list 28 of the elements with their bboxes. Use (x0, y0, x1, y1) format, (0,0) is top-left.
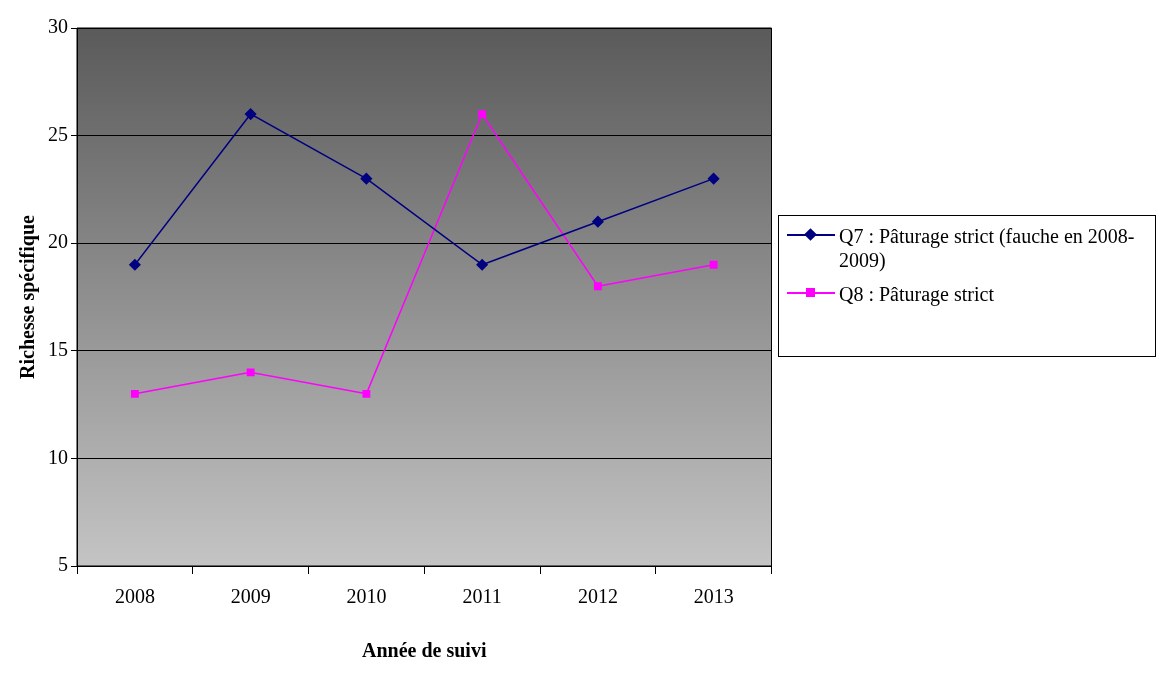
y-tick-label: 5 (58, 553, 68, 576)
y-tick-label: 20 (48, 230, 68, 253)
point (593, 282, 602, 291)
x-tick-label: 2012 (577, 585, 618, 608)
point (592, 215, 604, 228)
point (130, 389, 139, 398)
y-tick-label: 30 (48, 15, 68, 38)
x-tick-label: 2013 (693, 585, 734, 608)
point (360, 172, 373, 185)
point (244, 108, 257, 120)
x-tick-label: 2009 (230, 585, 271, 608)
y-tick-label: 10 (48, 445, 68, 468)
point (478, 110, 487, 119)
x-tick-label: 2008 (114, 585, 155, 608)
x-axis-title: Année de suivi (362, 639, 487, 662)
point (709, 260, 718, 269)
x-tick-label: 2010 (346, 585, 387, 608)
x-tick-label: 2011 (462, 585, 502, 608)
legend-label: Q7 : Pâturage strict (fauche en 2008-2009) (839, 223, 1136, 272)
y-tick-label: 25 (48, 122, 68, 145)
point (476, 258, 488, 271)
point (707, 172, 720, 185)
y-axis-title: Richesse spécifique (16, 214, 40, 379)
point (362, 389, 371, 398)
point (246, 368, 255, 377)
legend-label: Q8 : Pâturage strict (839, 281, 994, 306)
y-tick-label: 15 (48, 338, 68, 361)
point (129, 258, 141, 271)
